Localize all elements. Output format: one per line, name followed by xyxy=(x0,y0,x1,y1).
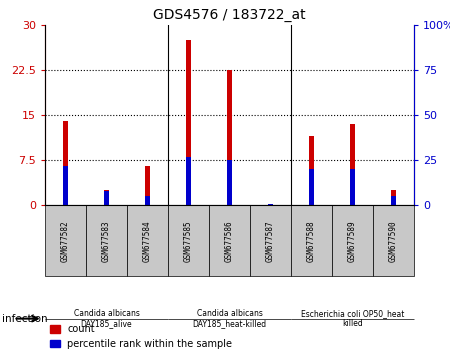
Text: infection: infection xyxy=(2,314,48,324)
Bar xyxy=(186,156,191,205)
Bar xyxy=(268,204,273,205)
Bar xyxy=(350,124,355,205)
Text: Escherichia coli OP50_heat
killed: Escherichia coli OP50_heat killed xyxy=(301,309,404,328)
Bar xyxy=(86,205,127,276)
Bar xyxy=(63,121,68,205)
Title: GDS4576 / 183722_at: GDS4576 / 183722_at xyxy=(153,8,306,22)
Bar xyxy=(350,169,355,205)
Bar xyxy=(227,70,232,205)
Bar xyxy=(127,205,168,276)
Bar xyxy=(63,166,68,205)
Bar xyxy=(332,205,373,276)
Bar xyxy=(186,40,191,205)
Bar xyxy=(168,205,209,276)
Text: Candida albicans
DAY185_alive: Candida albicans DAY185_alive xyxy=(73,309,140,328)
Bar xyxy=(391,190,396,205)
Bar xyxy=(268,204,273,205)
Bar xyxy=(250,205,291,276)
Bar xyxy=(373,205,414,276)
Bar xyxy=(291,205,332,276)
Text: GSM677586: GSM677586 xyxy=(225,220,234,262)
Legend: count, percentile rank within the sample: count, percentile rank within the sample xyxy=(50,324,232,349)
Text: GSM677589: GSM677589 xyxy=(348,220,357,262)
Bar xyxy=(309,136,314,205)
Text: GSM677585: GSM677585 xyxy=(184,220,193,262)
Text: GSM677583: GSM677583 xyxy=(102,220,111,262)
Text: Candida albicans
DAY185_heat-killed: Candida albicans DAY185_heat-killed xyxy=(193,309,266,328)
Bar xyxy=(145,196,150,205)
Bar xyxy=(391,196,396,205)
Bar xyxy=(45,205,86,276)
Text: GSM677587: GSM677587 xyxy=(266,220,275,262)
Bar xyxy=(104,191,109,205)
Bar xyxy=(104,190,109,205)
Bar xyxy=(145,166,150,205)
Text: GSM677584: GSM677584 xyxy=(143,220,152,262)
Bar xyxy=(209,205,250,276)
Bar xyxy=(227,160,232,205)
Bar xyxy=(309,169,314,205)
Text: GSM677588: GSM677588 xyxy=(307,220,316,262)
Text: GSM677590: GSM677590 xyxy=(389,220,398,262)
Text: GSM677582: GSM677582 xyxy=(61,220,70,262)
